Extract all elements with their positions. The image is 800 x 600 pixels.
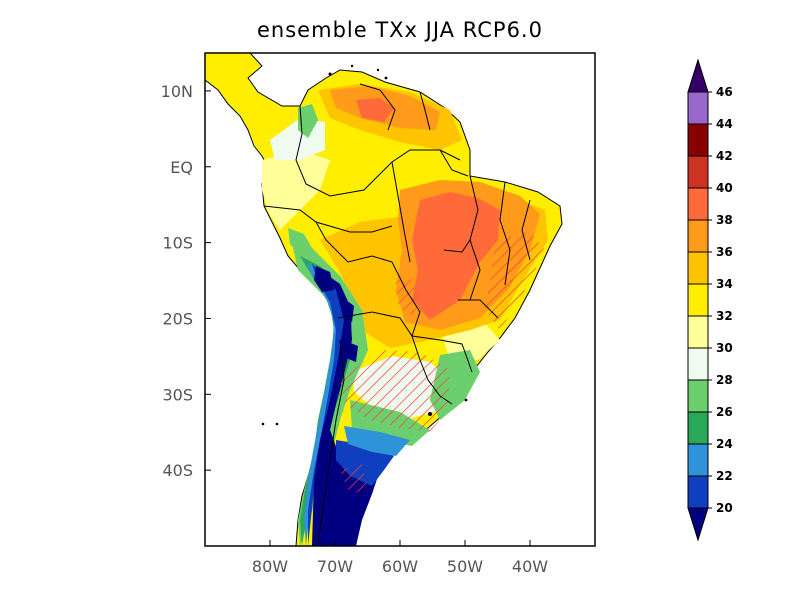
x-tick-label: 80W bbox=[252, 557, 288, 576]
colorbar-box bbox=[687, 283, 709, 317]
colorbar-label: 26 bbox=[716, 405, 733, 419]
zone-blue-andes bbox=[308, 264, 346, 546]
colorbar-box bbox=[687, 187, 709, 221]
zone-navy-hotspot-1 bbox=[314, 266, 334, 292]
colorbar-box bbox=[687, 379, 709, 413]
colorbar-label: 44 bbox=[716, 117, 733, 131]
colorbar-label: 20 bbox=[716, 501, 733, 515]
colorbar-box bbox=[687, 219, 709, 253]
hatch-brazil-east bbox=[485, 232, 545, 330]
zone-lightyellow bbox=[262, 150, 330, 230]
axes: 80W 70W 60W 50W 40W 10N EQ 10S 20S 30S 40S bbox=[161, 82, 549, 576]
y-tick-label: 20S bbox=[162, 309, 193, 328]
zone-navy-hotspot-3 bbox=[346, 342, 358, 362]
x-tick-label: 40W bbox=[512, 557, 548, 576]
colorbar-box bbox=[687, 155, 709, 189]
colorbar-box bbox=[687, 347, 709, 381]
colorbar-box bbox=[687, 411, 709, 445]
x-tick-label: 70W bbox=[317, 557, 353, 576]
colorbar-label: 22 bbox=[716, 469, 733, 483]
colorbar-label: 30 bbox=[716, 341, 733, 355]
colorbar-label: 38 bbox=[716, 213, 733, 227]
islands bbox=[261, 64, 468, 426]
y-tick-label: 40S bbox=[162, 461, 193, 480]
colorbar-label: 34 bbox=[716, 277, 733, 291]
chart-title: ensemble TXx JJA RCP6.0 bbox=[257, 18, 543, 42]
colorbar-box bbox=[687, 123, 709, 157]
y-tick-label: 10S bbox=[162, 234, 193, 253]
colorbar-label: 46 bbox=[716, 85, 733, 99]
colorbar-label: 42 bbox=[716, 149, 733, 163]
y-tick-label: EQ bbox=[170, 158, 193, 177]
hatch-bolivia bbox=[395, 276, 420, 316]
x-tick-label: 50W bbox=[447, 557, 483, 576]
y-tick-label: 30S bbox=[162, 385, 193, 404]
colorbar: 46 44 42 40 38 36 34 32 30 28 26 24 22 20 bbox=[687, 58, 733, 542]
colorbar-top-arrow bbox=[687, 58, 709, 93]
colorbar-box bbox=[687, 91, 709, 125]
country-borders bbox=[263, 83, 531, 546]
colorbar-box bbox=[687, 251, 709, 285]
colorbar-label: 32 bbox=[716, 309, 733, 323]
colorbar-label: 40 bbox=[716, 181, 733, 195]
map-content bbox=[205, 53, 563, 546]
zone-lightblue-patagonia bbox=[344, 426, 410, 456]
colorbar-box bbox=[687, 475, 709, 509]
zone-green-colombia bbox=[298, 104, 318, 138]
hatch-patagonia bbox=[340, 464, 368, 494]
hatch-argentina bbox=[340, 350, 450, 432]
x-tick-label: 60W bbox=[382, 557, 418, 576]
colorbar-label: 28 bbox=[716, 373, 733, 387]
zone-red-central bbox=[412, 192, 500, 320]
colorbar-box bbox=[687, 315, 709, 349]
zone-red-west bbox=[356, 98, 394, 122]
y-tick-label: 10N bbox=[161, 82, 193, 101]
colorbar-label: 36 bbox=[716, 245, 733, 259]
colorbar-label: 24 bbox=[716, 437, 733, 451]
colorbar-box bbox=[687, 443, 709, 477]
colorbar-bottom-arrow bbox=[687, 507, 709, 542]
